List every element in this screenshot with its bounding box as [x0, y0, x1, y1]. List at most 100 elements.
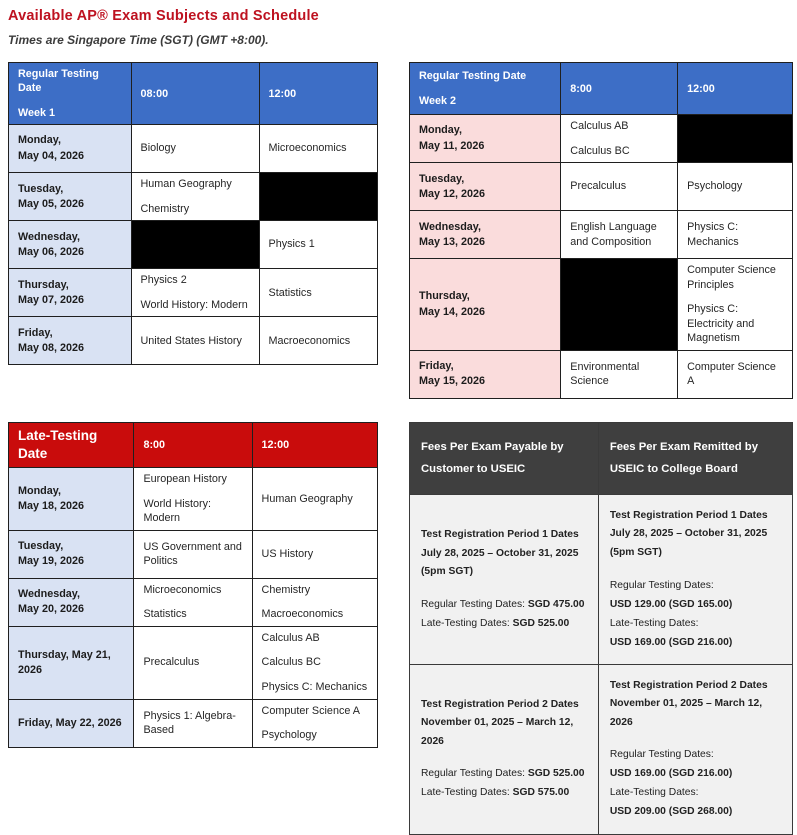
subjects-cell: Physics 1: Algebra-Based	[133, 698, 253, 748]
subjects-cell: Computer Science Principles Physics C: El…	[677, 258, 793, 351]
time-column-header: 12:00	[251, 421, 379, 469]
subject: Statistics	[143, 608, 187, 621]
header-label-line: Regular Testing Date	[18, 68, 99, 95]
subject: Physics 1	[268, 238, 315, 251]
date-line: Monday,	[18, 484, 61, 497]
schedule-row: Friday, May 22, 2026 Physics 1: Algebra-B…	[7, 698, 379, 748]
subjects-cell: Macroeconomics	[258, 316, 379, 366]
date-line: Thursday,	[18, 278, 69, 291]
date-cell: Monday, May 18, 2026	[7, 467, 135, 531]
subjects-cell: Calculus AB Calculus BC	[560, 113, 679, 164]
time-column-header: 12:00	[677, 62, 793, 115]
fee-line-value: SGD 525.00	[512, 617, 570, 629]
fees-table-slot: Fees Per Exam Payable by Customer to USEI…	[409, 421, 794, 835]
date-line: Monday,	[419, 124, 462, 137]
fees-header-row: Fees Per Exam Payable by Customer to USEI…	[409, 421, 794, 495]
date-line: Tuesday,	[18, 540, 64, 553]
subjects-cell: Physics 2 World History: Modern	[130, 268, 260, 318]
date-cell: Friday, May 08, 2026	[8, 316, 132, 366]
week2-header-label: Regular Testing Date Week 2	[408, 62, 562, 115]
subjects-cell: United States History	[130, 316, 260, 366]
fee-item: Regular Testing Dates: USD 169.00 (SGD 21…	[610, 745, 781, 783]
date-line: Thursday,	[419, 290, 470, 303]
fee-line-value: USD 169.00 (SGD 216.00)	[609, 768, 733, 780]
schedule-row: Monday, May 11, 2026 Calculus AB Calculus B…	[408, 113, 793, 164]
date-line: May 19, 2026	[18, 555, 85, 568]
late-header-row: Late-Testing Date 8:00 12:00	[7, 421, 379, 469]
subjects-cell: Precalculus	[133, 625, 253, 700]
fees-row: Test Registration Period 1 Dates July 28,…	[409, 493, 794, 665]
subjects-cell: Computer Science A Psychology	[251, 698, 379, 748]
date-line: May 04, 2026	[18, 149, 85, 162]
blocked-cell	[677, 113, 793, 164]
week1-header-row: Regular Testing Date Week 1 08:00 12:00	[8, 61, 379, 126]
fee-line-value: SGD 525.00	[527, 768, 585, 780]
fee-item: Regular Testing Dates: USD 129.00 (SGD 16…	[610, 576, 781, 614]
subject: Physics 2	[140, 274, 187, 287]
schedule-row: Monday, May 18, 2026 European History World…	[7, 467, 379, 531]
schedule-row: Thursday, May 07, 2026 Physics 2 World Hist…	[8, 268, 379, 318]
fee-item: Regular Testing Dates: SGD 525.00	[421, 764, 587, 783]
date-line: May 20, 2026	[18, 603, 85, 616]
date-line: Tuesday,	[18, 182, 64, 195]
fees-header-line: Customer to USEIC	[421, 463, 526, 476]
subjects-cell: Physics C: Mechanics	[677, 210, 793, 260]
date-line: May 13, 2026	[419, 235, 486, 248]
header-label-line: Date	[18, 446, 48, 462]
date-line: May 07, 2026	[18, 293, 85, 306]
fee-items: Regular Testing Dates: USD 129.00 (SGD 16…	[610, 576, 781, 652]
date-cell: Monday, May 11, 2026	[408, 113, 562, 164]
fee-period-title: Test Registration Period 2 Dates November…	[610, 677, 781, 733]
fees-table: Fees Per Exam Payable by Customer to USEI…	[409, 421, 794, 835]
subjects-cell: Human Geography Chemistry	[130, 172, 260, 222]
subject: Physics C: Mechanics	[687, 221, 739, 248]
fee-line-value: USD 209.00 (SGD 268.00)	[609, 806, 733, 818]
subjects-cell: Human Geography	[251, 467, 379, 531]
fee-item: Late-Testing Dates: SGD 575.00	[421, 783, 587, 802]
subjects-cell: Microeconomics	[258, 124, 379, 174]
subject: World History: Modern	[140, 298, 248, 311]
date-line: May 12, 2026	[419, 187, 486, 200]
fee-title-line: July 28, 2025 – October 31, 2025	[609, 528, 768, 540]
time-column-header: 08:00	[130, 61, 260, 126]
fee-line-label: Late-Testing Dates:	[421, 617, 513, 629]
subject: Computer Science A	[687, 360, 776, 388]
date-cell: Thursday, May 21, 2026	[7, 625, 135, 700]
schedule-row: Tuesday, May 05, 2026 Human Geography Chemi…	[8, 172, 379, 222]
subject: Biology	[140, 142, 176, 155]
late-testing-table-slot: Late-Testing Date 8:00 12:00 Monday, May 18, …	[7, 421, 379, 748]
page-title: Available AP® Exam Subjects and Schedule	[8, 8, 319, 24]
page-subtitle: Times are Singapore Time (SGT) (GMT +8:0…	[8, 33, 269, 47]
subject: Computer Science A	[261, 704, 360, 717]
subject: European History	[143, 473, 227, 486]
schedule-row: Thursday, May 14, 2026 Computer Science Pr…	[408, 258, 793, 351]
fee-period-title: Test Registration Period 2 Dates November…	[421, 696, 587, 752]
fee-item: Late-Testing Dates: USD 209.00 (SGD 268.0…	[610, 783, 781, 821]
date-line: Wednesday,	[18, 588, 81, 601]
schedule-row: Friday, May 15, 2026 Environmental Science…	[408, 349, 793, 399]
date-line: Friday, May 22, 2026	[18, 716, 122, 729]
fee-line-value: SGD 575.00	[512, 787, 570, 799]
fee-line-value: USD 129.00 (SGD 165.00)	[609, 598, 733, 610]
subjects-cell: US Government and Politics	[133, 529, 253, 579]
subject: Psychology	[687, 180, 743, 193]
subjects-cell: Physics 1	[258, 220, 379, 270]
date-line: May 06, 2026	[18, 245, 85, 258]
week1-table-slot: Regular Testing Date Week 1 08:00 12:00 Mond…	[8, 61, 379, 366]
fee-title-line: Test Registration Period 1 Dates	[609, 509, 768, 521]
week2-schedule-table: Regular Testing Date Week 2 8:00 12:00 Monda…	[408, 62, 793, 399]
schedule-row: Thursday, May 21, 2026 Precalculus Calculu…	[7, 625, 379, 700]
date-line: May 15, 2026	[419, 375, 486, 388]
subjects-cell: US History	[251, 529, 379, 579]
fees-header-cell: Fees Per Exam Payable by Customer to USEI…	[409, 421, 599, 495]
date-line: May 11, 2026	[419, 139, 485, 152]
subject: Calculus BC	[261, 656, 321, 669]
fee-period-title: Test Registration Period 1 Dates July 28,…	[421, 526, 587, 582]
blocked-cell	[258, 172, 379, 222]
fee-item: Regular Testing Dates: SGD 475.00	[421, 595, 587, 614]
date-cell: Monday, May 04, 2026	[8, 124, 132, 174]
fee-title-line: (5pm SGT)	[421, 566, 474, 578]
week2-header-row: Regular Testing Date Week 2 8:00 12:00	[408, 62, 793, 115]
fee-items: Regular Testing Dates: SGD 525.00 Late-Te…	[421, 764, 587, 802]
